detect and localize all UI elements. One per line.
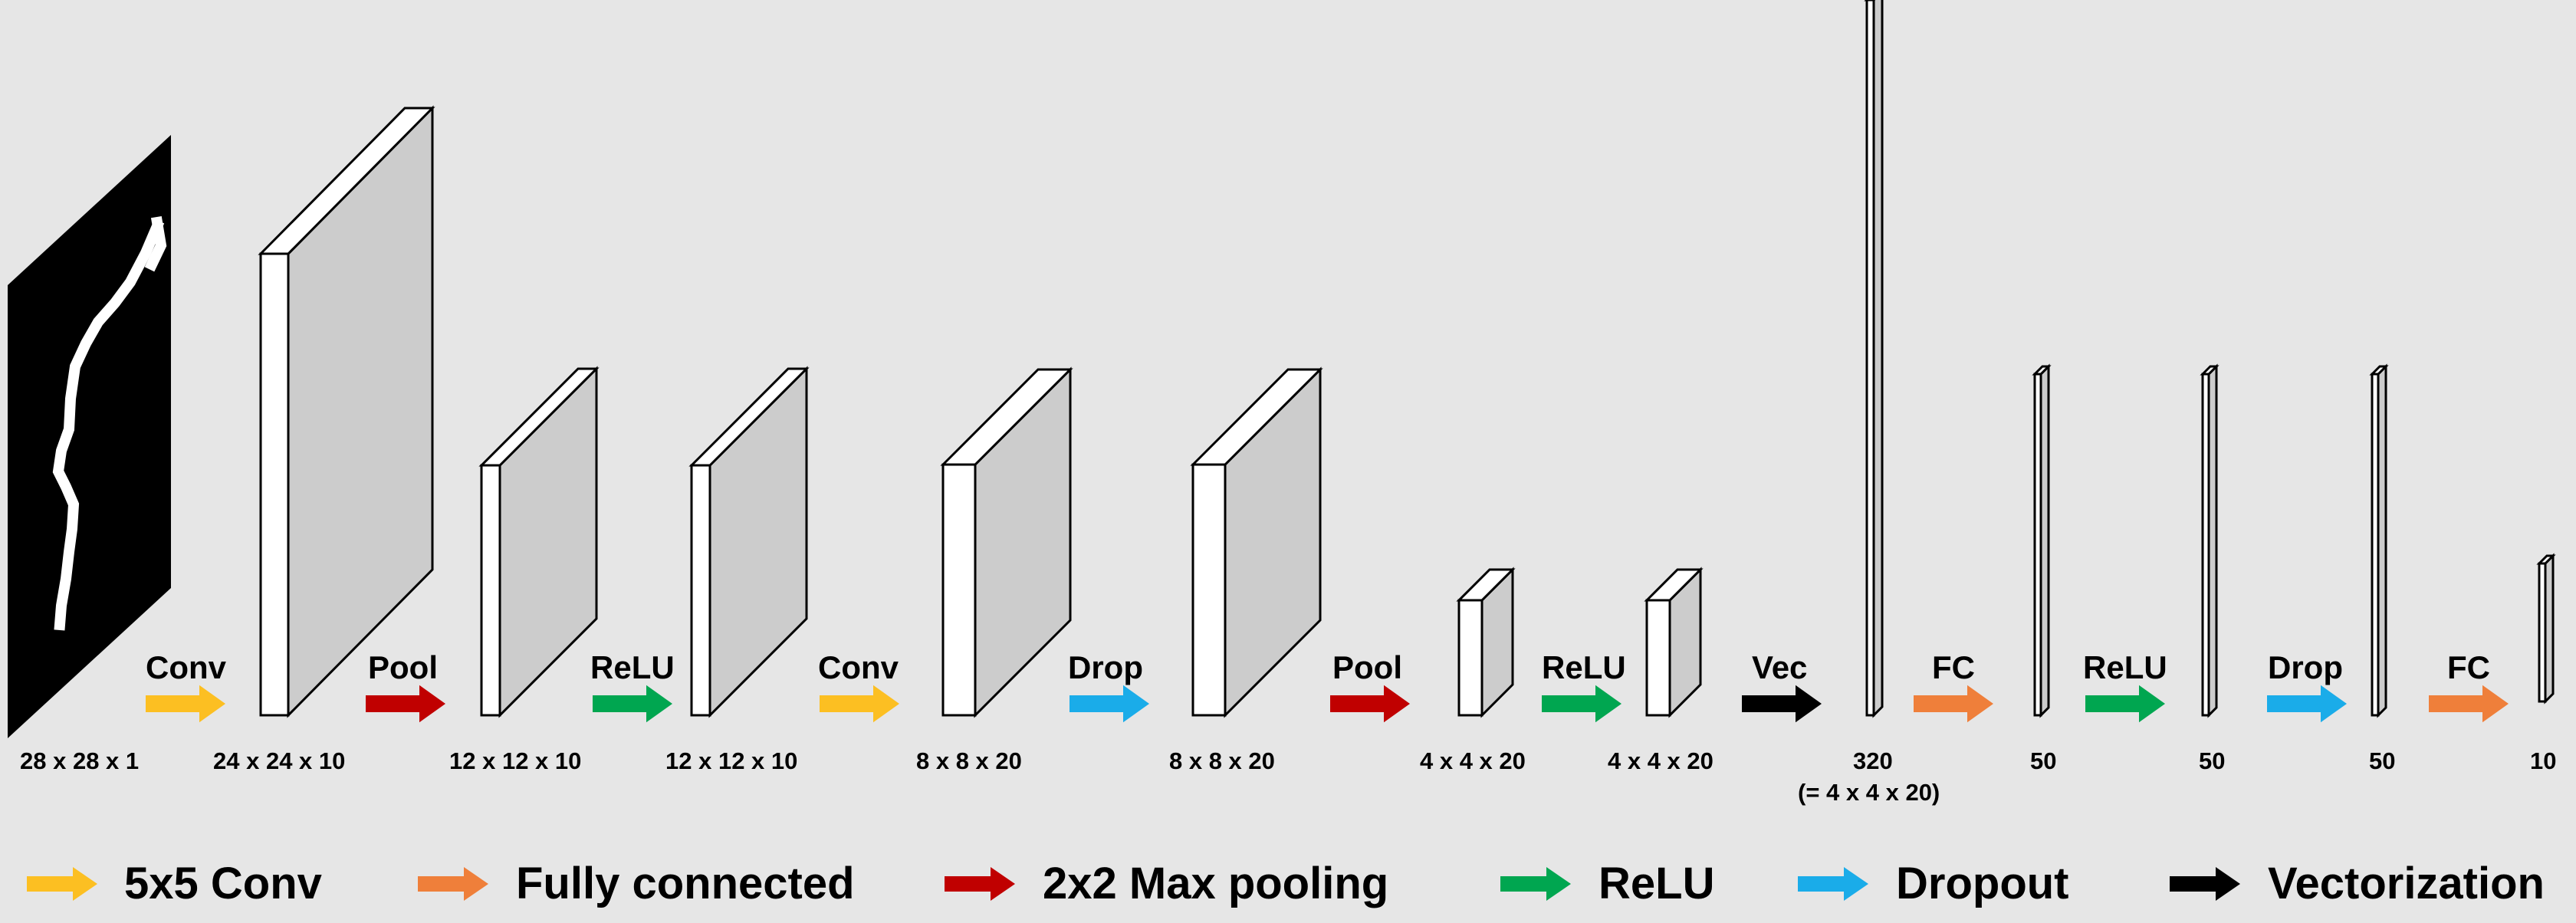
legend-arrow-conv-icon	[27, 867, 97, 901]
dim-label-layer-8-sub: (= 4 x 4 x 20)	[1798, 779, 1940, 806]
arrow-relu-3	[593, 685, 672, 723]
dimension-labels: 28 x 28 x 1 24 x 24 x 10 12 x 12 x 10 12…	[20, 747, 2556, 806]
dim-label-layer-10: 50	[2199, 747, 2225, 774]
block-front-face	[2201, 373, 2210, 717]
operation-arrows	[146, 685, 2509, 723]
arrow-fc-9	[1914, 685, 1993, 723]
op-label-fc-2: FC	[2447, 649, 2490, 685]
arrow-fc-12	[2429, 685, 2509, 723]
input-image	[8, 135, 171, 738]
block-front-face	[690, 464, 711, 717]
layer-block-12	[2536, 553, 2556, 705]
layer-blocks	[258, 0, 2556, 718]
op-label-conv-2: Conv	[818, 649, 899, 685]
arrow-relu-7	[1542, 685, 1622, 723]
layer-block-1	[258, 105, 435, 718]
layer-block-6	[1456, 567, 1516, 718]
arrow-pool-6	[1330, 685, 1410, 723]
op-label-drop-1: Drop	[1068, 649, 1143, 685]
legend-arrow-fc-icon	[418, 867, 488, 901]
op-label-drop-2: Drop	[2268, 649, 2343, 685]
block-front-face	[2371, 373, 2380, 717]
block-front-face	[2033, 373, 2042, 717]
op-label-pool-2: Pool	[1332, 649, 1402, 685]
legend-arrow-relu-icon	[1500, 867, 1571, 901]
digit-stroke-main	[52, 218, 165, 631]
layer-block-10	[2200, 363, 2220, 718]
dim-label-layer-12: 10	[2530, 747, 2556, 774]
op-label-conv-1: Conv	[146, 649, 227, 685]
legend-label-pool: 2x2 Max pooling	[1043, 859, 1388, 908]
layer-block-7	[1644, 567, 1704, 718]
dim-label-layer-11: 50	[2369, 747, 2395, 774]
legend-label-conv: 5x5 Conv	[124, 859, 322, 908]
arrow-drop-5	[1070, 685, 1149, 723]
op-label-fc-1: FC	[1932, 649, 1975, 685]
dim-label-layer-9: 50	[2030, 747, 2056, 774]
dim-label-layer-8: 320	[1853, 747, 1893, 774]
block-front-face	[1865, 0, 1875, 717]
layer-block-11	[2369, 363, 2389, 718]
legend-label-relu: ReLU	[1598, 859, 1714, 908]
op-label-vec: Vec	[1752, 649, 1807, 685]
legend-arrow-pool-icon	[945, 867, 1015, 901]
dim-label-layer-6: 4 x 4 x 20	[1420, 747, 1526, 774]
legend-label-fc: Fully connected	[516, 859, 855, 908]
block-front-face	[1645, 599, 1671, 717]
legend: 5x5 Conv Fully connected 2x2 Max pooling…	[124, 859, 2545, 908]
arrow-conv-1	[146, 685, 225, 723]
op-label-pool-1: Pool	[368, 649, 438, 685]
arrow-vec-8	[1742, 685, 1822, 723]
block-front-face	[2538, 562, 2547, 703]
arrow-drop-11	[2267, 685, 2347, 723]
op-label-relu-1: ReLU	[590, 649, 675, 685]
dim-label-layer-5: 8 x 8 x 20	[1169, 747, 1275, 774]
block-front-face	[1457, 599, 1484, 717]
dim-label-layer-2: 12 x 12 x 10	[449, 747, 581, 774]
dim-label-layer-4: 8 x 8 x 20	[916, 747, 1022, 774]
operation-labels: Conv Pool ReLU Conv Drop Pool ReLU Vec F…	[146, 649, 2490, 685]
arrow-pool-2	[366, 685, 445, 723]
legend-label-vectorization: Vectorization	[2268, 859, 2545, 908]
layer-block-2	[478, 366, 600, 718]
op-label-relu-3: ReLU	[2083, 649, 2167, 685]
legend-arrow-vec-icon	[2170, 867, 2240, 901]
layer-block-8	[1864, 0, 1884, 718]
dim-label-input: 28 x 28 x 1	[20, 747, 139, 774]
layer-block-4	[940, 366, 1073, 718]
layer-block-3	[688, 366, 810, 718]
block-front-face	[1191, 463, 1227, 717]
arrow-conv-4	[820, 685, 899, 723]
block-front-face	[259, 252, 290, 717]
dim-label-layer-1: 24 x 24 x 10	[213, 747, 345, 774]
arrow-relu-10	[2085, 685, 2165, 723]
op-label-relu-2: ReLU	[1542, 649, 1626, 685]
block-front-face	[941, 463, 977, 717]
legend-arrows	[27, 867, 2240, 901]
legend-label-dropout: Dropout	[1896, 859, 2069, 908]
digit-strokes	[52, 215, 167, 631]
digit-stroke-top	[144, 215, 167, 272]
dim-label-layer-3: 12 x 12 x 10	[665, 747, 797, 774]
dim-label-layer-7: 4 x 4 x 20	[1608, 747, 1714, 774]
block-side-face	[1872, 0, 1884, 718]
layer-block-5	[1190, 366, 1323, 718]
block-front-face	[480, 464, 501, 717]
legend-arrow-drop-icon	[1798, 867, 1868, 901]
layer-block-9	[2032, 363, 2052, 718]
